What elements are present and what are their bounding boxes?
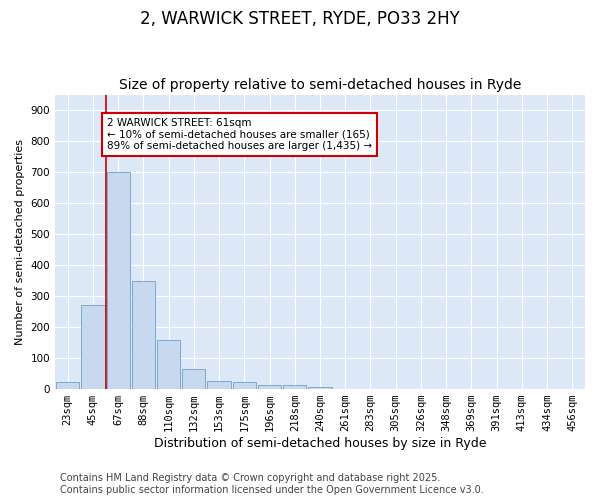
X-axis label: Distribution of semi-detached houses by size in Ryde: Distribution of semi-detached houses by …	[154, 437, 486, 450]
Bar	[132, 280, 155, 389]
Text: Contains HM Land Registry data © Crown copyright and database right 2025.
Contai: Contains HM Land Registry data © Crown c…	[60, 474, 484, 495]
Bar	[208, 382, 230, 389]
Bar	[81, 306, 104, 389]
Bar	[283, 386, 307, 389]
Text: 2, WARWICK STREET, RYDE, PO33 2HY: 2, WARWICK STREET, RYDE, PO33 2HY	[140, 10, 460, 28]
Y-axis label: Number of semi-detached properties: Number of semi-detached properties	[15, 139, 25, 345]
Bar	[157, 340, 180, 389]
Bar	[233, 382, 256, 389]
Text: 2 WARWICK STREET: 61sqm
← 10% of semi-detached houses are smaller (165)
89% of s: 2 WARWICK STREET: 61sqm ← 10% of semi-de…	[107, 118, 372, 151]
Bar	[107, 172, 130, 389]
Bar	[182, 369, 205, 389]
Title: Size of property relative to semi-detached houses in Ryde: Size of property relative to semi-detach…	[119, 78, 521, 92]
Bar	[56, 382, 79, 389]
Bar	[258, 386, 281, 389]
Bar	[308, 386, 332, 389]
